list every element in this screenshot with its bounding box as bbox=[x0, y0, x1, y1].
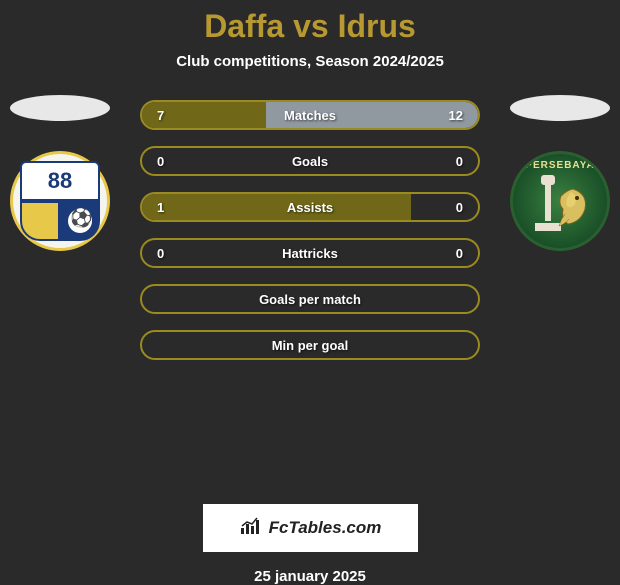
stat-label: Matches bbox=[142, 108, 478, 123]
club-badge-right: PERSEBAYA bbox=[510, 151, 610, 251]
badge-left-blue-panel bbox=[60, 201, 100, 241]
fish-icon bbox=[553, 184, 593, 229]
comparison-content: 88 PERSEBAYA bbox=[0, 100, 620, 500]
subtitle: Club competitions, Season 2024/2025 bbox=[0, 53, 620, 70]
player-right-column: PERSEBAYA bbox=[510, 95, 610, 251]
stat-label: Goals bbox=[142, 154, 478, 169]
soccer-ball-icon bbox=[68, 209, 92, 233]
stat-row: Min per goal bbox=[140, 330, 480, 360]
stat-row: 00Hattricks bbox=[140, 238, 480, 268]
footer-date: 25 january 2025 bbox=[0, 568, 620, 585]
badge-left-shield: 88 bbox=[20, 161, 100, 241]
page-title: Daffa vs Idrus bbox=[0, 8, 620, 45]
branding-label: FcTables.com bbox=[269, 518, 382, 538]
player-left-placeholder bbox=[10, 95, 110, 121]
badge-left-gold-panel bbox=[20, 201, 60, 241]
stat-label: Hattricks bbox=[142, 246, 478, 261]
stat-label: Min per goal bbox=[142, 338, 478, 353]
club-badge-left: 88 bbox=[10, 151, 110, 251]
stat-row: 712Matches bbox=[140, 100, 480, 130]
stat-row: Goals per match bbox=[140, 284, 480, 314]
stat-label: Goals per match bbox=[142, 292, 478, 307]
stat-row: 10Assists bbox=[140, 192, 480, 222]
stats-container: 712Matches 00Goals 10Assists 00Hattricks Goa… bbox=[140, 100, 480, 376]
header: Daffa vs Idrus Club competitions, Season… bbox=[0, 0, 620, 70]
badge-left-lower bbox=[20, 201, 100, 241]
player-right-placeholder bbox=[510, 95, 610, 121]
player-left-column: 88 bbox=[10, 95, 110, 251]
badge-left-number: 88 bbox=[20, 161, 100, 201]
badge-right-arc-text: PERSEBAYA bbox=[515, 160, 605, 171]
stat-label: Assists bbox=[142, 200, 478, 215]
branding-badge[interactable]: FcTables.com bbox=[203, 504, 418, 552]
stat-row: 00Goals bbox=[140, 146, 480, 176]
badge-right-inner: PERSEBAYA bbox=[515, 156, 605, 246]
chart-icon bbox=[239, 516, 263, 541]
